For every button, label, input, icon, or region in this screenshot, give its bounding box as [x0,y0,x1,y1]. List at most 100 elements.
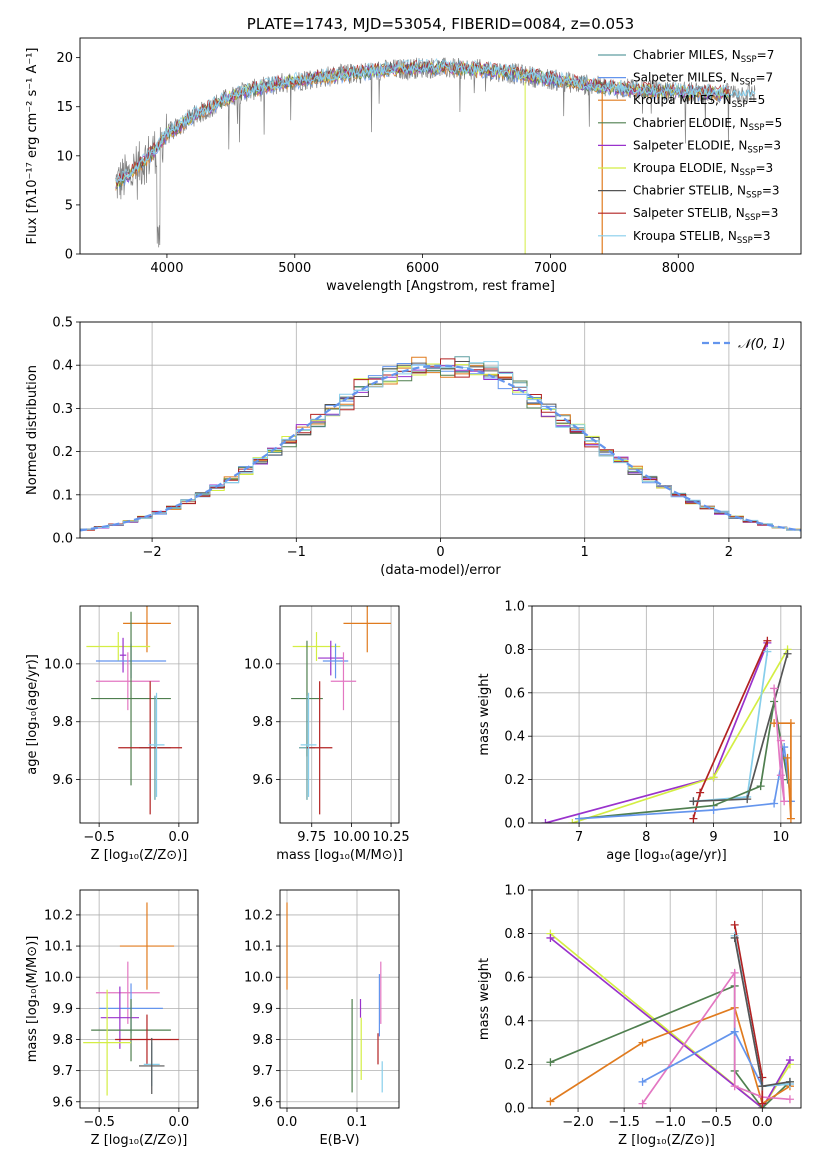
y-tick-label: 0.4 [504,730,525,745]
y-tick-label: 0.6 [504,971,525,986]
axes-frame [279,605,400,824]
x-tick-label: 2 [725,545,733,560]
y-tick-label: 9.6 [52,773,73,788]
point-marker [730,968,739,977]
axes-frame [79,889,199,1109]
y-tick-label: 9.6 [252,1095,273,1110]
point-marker [783,649,792,658]
point-marker [763,647,772,656]
point-marker [743,795,752,804]
x-tick-label: 0.0 [277,1115,298,1130]
y-tick-label: 0.0 [504,1102,525,1117]
point-marker [546,1058,555,1067]
point-marker [541,819,550,823]
y-tick-label: 0.4 [52,359,73,374]
model-spectrum [115,62,730,190]
x-tick-label: 0.1 [347,1115,368,1130]
point-marker [770,684,779,693]
legend-label: Chabrier MILES, NSSP=7 [633,48,774,65]
x-tick-label: −0.5 [83,830,115,845]
y-tick-label: 20 [56,51,73,66]
model-spectrum [115,63,756,184]
point-marker [786,719,795,728]
plot-area [286,902,383,1093]
x-tick-label: −2.0 [562,1115,594,1130]
y-tick-label: 9.6 [52,1095,73,1110]
histogram [80,361,801,533]
axes-frame [79,605,199,824]
axes-frame [279,889,400,1109]
chart-mass_vs_EBV: 0.0 0.1 9.6 9.7 9.8 9.9 10.0 10.1 10.2 E(B-V) [244,889,400,1148]
y-tick-label: 9.8 [252,715,273,730]
x-tick-label: 5000 [278,261,311,276]
point-marker [568,819,577,823]
x-tick-label: 0 [436,545,444,560]
point-marker [689,814,698,823]
point-marker [785,1095,794,1104]
x-tick-label: 0.0 [169,830,190,845]
y-tick-label: 0.0 [52,532,73,547]
y-tick-label: 0.0 [504,817,525,832]
histogram [80,358,801,532]
y-tick-label: 10 [56,149,73,164]
point-marker [546,933,555,942]
x-tick-label: −1 [287,545,306,560]
point-marker [756,782,765,791]
plot-area [115,57,756,254]
series-line [549,937,791,1108]
point-marker [638,1077,647,1086]
y-tick-label: 0.5 [52,316,73,331]
y-tick-label: 1.0 [504,884,525,899]
y-tick-label: 9.7 [252,1064,273,1079]
x-tick-label: 9.75 [297,830,326,845]
y-tick-label: 10.0 [44,657,73,672]
x-axis-label: Z [log₁₀(Z/Z⊙)] [91,1133,188,1148]
gaussian-curve [80,364,801,532]
x-axis-label: age [log₁₀(age/yr)] [606,848,727,863]
x-axis-label: wavelength [Angstrom, rest frame] [326,279,555,294]
chart-spectrum: 4000 5000 6000 7000 8000 0 5 10 15 20 wavelength [… [25,15,802,294]
plot-area [80,356,801,533]
plot-area [83,902,179,1096]
legend-label: Kroupa STELIB, NSSP=3 [633,229,771,246]
x-axis-label: mass [log₁₀(M/M⊙)] [276,848,403,863]
chart-massweight_vs_Z: −2.0 −1.5 −1.0 −0.5 0.0 0.0 0.2 0.4 0.6 0.8 1.0 Z [… [477,884,802,1148]
x-tick-label: 6000 [406,261,439,276]
y-tick-label: 0.8 [504,927,525,942]
point-marker [730,1082,739,1091]
plot-area [86,606,183,815]
y-tick-label: 1.0 [504,600,525,615]
x-tick-label: 10.00 [333,830,370,845]
x-tick-label: 8 [642,830,650,845]
y-axis-label: age [log₁₀(age/yr)] [25,654,40,775]
y-tick-label: 9.9 [252,1002,273,1017]
series-line [773,688,786,802]
y-tick-label: 9.6 [252,773,273,788]
point-marker [780,797,789,806]
point-marker [730,933,739,942]
y-tick-label: 10.1 [44,940,73,955]
point-marker [709,773,718,782]
chart-title: PLATE=1743, MJD=53054, FIBERID=0084, z=0… [247,15,634,33]
axes-frame [79,37,802,255]
y-tick-label: 10.2 [44,908,73,923]
y-tick-label: 0.6 [504,686,525,701]
y-tick-label: 0.1 [52,488,73,503]
point-marker [783,753,792,762]
legend-label: Chabrier ELODIE, NSSP=5 [633,116,782,133]
y-tick-label: 10.2 [244,908,273,923]
point-marker [763,636,772,645]
x-tick-label: 10 [773,830,790,845]
x-tick-label: 10.25 [372,830,409,845]
series-line [579,701,789,820]
y-tick-label: 0.2 [504,1058,525,1073]
point-marker [758,1073,767,1082]
chart-massweight_vs_age: 7 8 9 10 0.0 0.2 0.4 0.6 0.8 1.0 age [log₁₀(age/yr… [477,600,802,863]
x-tick-label: 7000 [534,261,567,276]
y-tick-label: 10.0 [244,971,273,986]
x-axis-label: Z [log₁₀(Z/Z⊙)] [618,1133,715,1148]
legend-label: Chabrier STELIB, NSSP=3 [633,184,780,201]
legend-label: Kroupa ELODIE, NSSP=3 [633,161,773,178]
y-tick-label: 10.0 [44,971,73,986]
